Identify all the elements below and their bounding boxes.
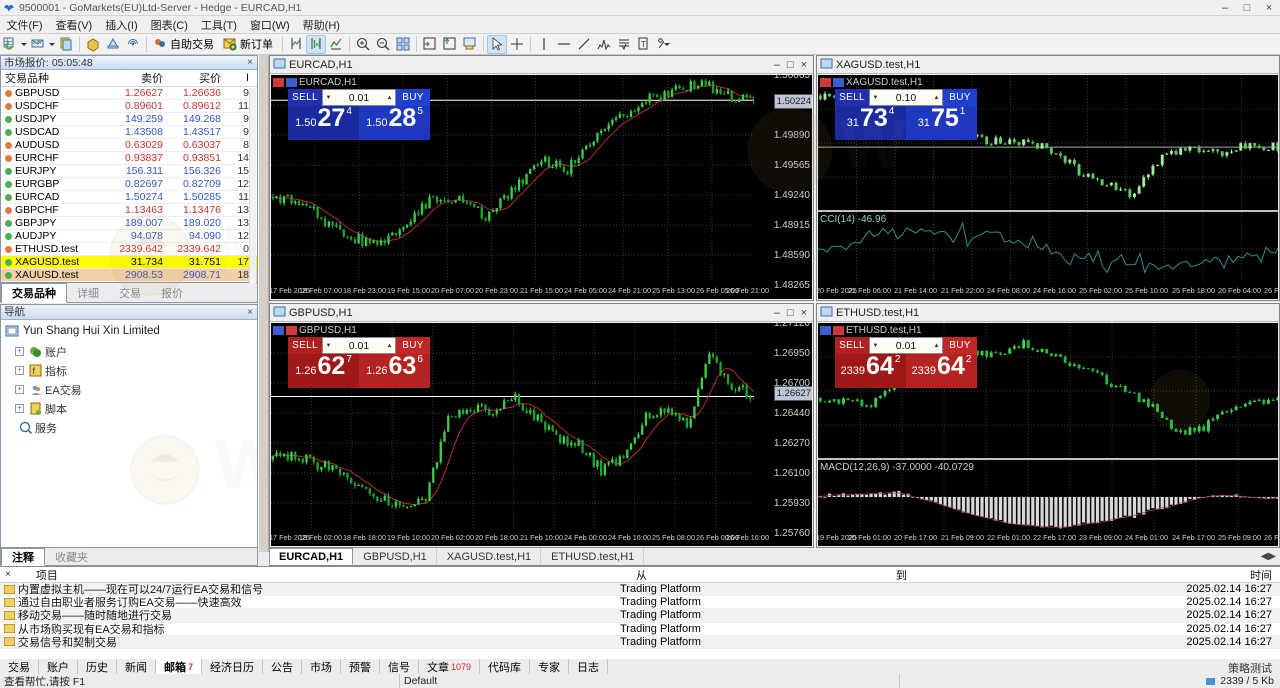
svg-text:T: T [641,40,646,49]
